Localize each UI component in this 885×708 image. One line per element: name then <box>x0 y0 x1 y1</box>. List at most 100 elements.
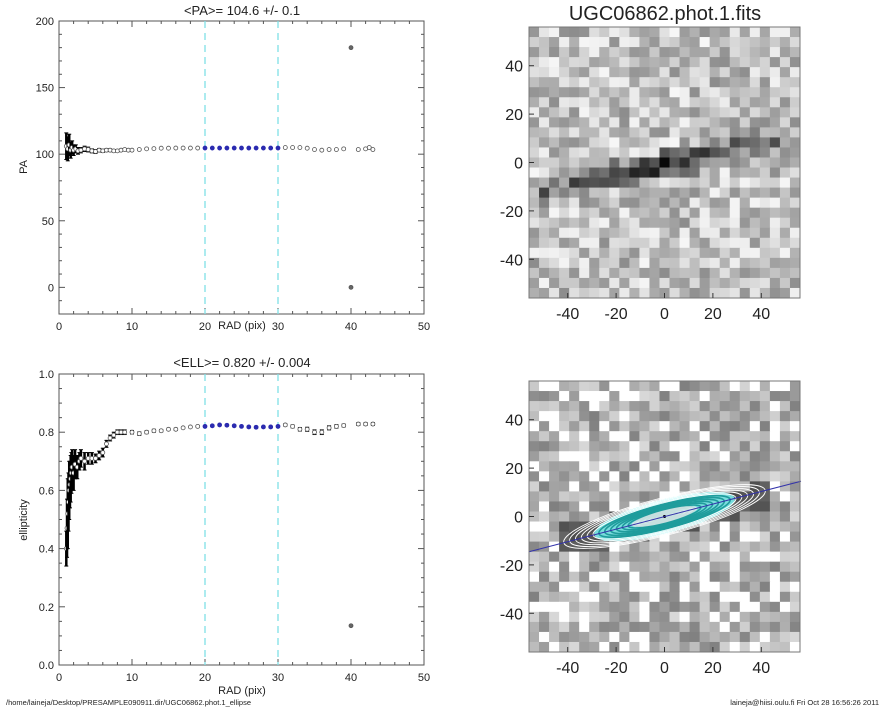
image-pixel <box>569 97 580 108</box>
image-pixel <box>749 147 761 158</box>
image-pixel <box>739 247 751 259</box>
image-pixel <box>639 441 650 452</box>
image-pixel <box>659 77 671 88</box>
image-pixel <box>679 621 691 633</box>
image-pixel <box>539 611 550 623</box>
image-pixel <box>549 451 560 462</box>
data-point <box>151 428 157 434</box>
image-pixel <box>679 247 691 259</box>
image-pixel <box>659 187 671 199</box>
image-pixel <box>789 381 801 392</box>
image-pixel <box>719 257 731 269</box>
data-point <box>104 441 109 447</box>
image-pixel <box>719 187 731 199</box>
image-pixel <box>719 381 731 392</box>
data-point <box>100 450 106 455</box>
image-pixel <box>729 381 741 392</box>
image-pixel <box>739 571 751 583</box>
image-pixel <box>539 127 550 138</box>
image-pixel <box>749 187 761 199</box>
image-pixel <box>629 257 640 269</box>
image-pixel <box>589 641 600 653</box>
image-pixel <box>629 381 640 392</box>
image-pixel <box>559 641 570 653</box>
image-pixel <box>739 217 751 229</box>
image-pixel <box>619 631 630 643</box>
image-pixel <box>759 127 771 138</box>
y-tick-label: 0.6 <box>39 485 54 497</box>
image-pixel <box>549 227 560 239</box>
image-pixel <box>629 177 640 189</box>
image-pixel <box>599 571 610 583</box>
image-pixel <box>679 217 691 229</box>
data-point <box>282 422 288 428</box>
data-point <box>217 145 223 151</box>
data-point <box>355 147 361 152</box>
image-pixel <box>619 501 630 512</box>
image-pixel <box>649 381 660 392</box>
image-pixel <box>709 381 721 392</box>
image-pixel <box>529 247 540 259</box>
image-pixel <box>679 631 691 643</box>
image-pixel <box>539 57 550 68</box>
image-pixel <box>649 571 660 583</box>
image-pixel <box>689 641 701 653</box>
y-tick-label: 50 <box>42 216 54 228</box>
image-pixel <box>529 451 540 462</box>
image-pixel <box>609 147 620 158</box>
plot-frame <box>58 373 425 666</box>
image-pixel <box>669 401 681 412</box>
image-pixel <box>589 631 600 643</box>
pa-plot-title: <PA>= 104.6 +/- 0.1 <box>184 3 300 18</box>
image-pixel <box>549 27 560 38</box>
image-pixel <box>619 541 630 553</box>
image-pixel <box>759 641 771 653</box>
image-pixel <box>589 157 600 169</box>
image-pixel <box>649 481 660 492</box>
y-tick-label: 0 <box>514 510 523 527</box>
image-pixel <box>629 471 640 482</box>
image-pixel <box>619 411 630 422</box>
image-pixel <box>779 207 791 219</box>
image-pixel <box>629 227 640 239</box>
image-pixel <box>639 571 650 583</box>
image-pixel <box>739 57 751 68</box>
image-pixel <box>659 481 671 492</box>
image-pixel <box>639 167 650 179</box>
image-pixel <box>739 147 751 158</box>
data-point <box>82 458 87 464</box>
image-pixel <box>629 631 640 643</box>
image-pixel <box>639 581 650 593</box>
image-pixel <box>539 277 550 289</box>
image-pixel <box>619 247 630 259</box>
image-pixel <box>719 27 731 38</box>
image-pixel <box>749 167 761 179</box>
image-pixel <box>579 167 590 179</box>
image-pixel <box>789 531 801 543</box>
image-pixel <box>549 97 560 108</box>
image-pixel <box>689 451 701 462</box>
image-pixel <box>779 531 791 543</box>
image-pixel <box>679 401 691 412</box>
data-point <box>268 424 274 430</box>
image-pixel <box>589 411 600 422</box>
image-pixel <box>669 277 681 289</box>
image-pixel <box>699 37 711 48</box>
image-pixel <box>609 381 620 392</box>
image-pixel <box>689 177 701 189</box>
image-pixel <box>729 561 741 573</box>
image-pixel <box>599 621 610 633</box>
image-pixel <box>629 137 640 148</box>
image-pixel <box>549 471 560 482</box>
image-title: UGC06862.phot.1.fits <box>569 3 761 25</box>
image-pixel <box>619 87 630 98</box>
image-pixel <box>689 421 701 432</box>
image-pixel <box>539 571 550 583</box>
image-pixel <box>549 641 560 653</box>
image-pixel <box>689 521 701 533</box>
image-pixel <box>599 227 610 239</box>
data-point <box>326 147 332 152</box>
image-pixel <box>609 461 620 472</box>
image-pixel <box>729 217 741 229</box>
image-pixel <box>669 391 681 402</box>
